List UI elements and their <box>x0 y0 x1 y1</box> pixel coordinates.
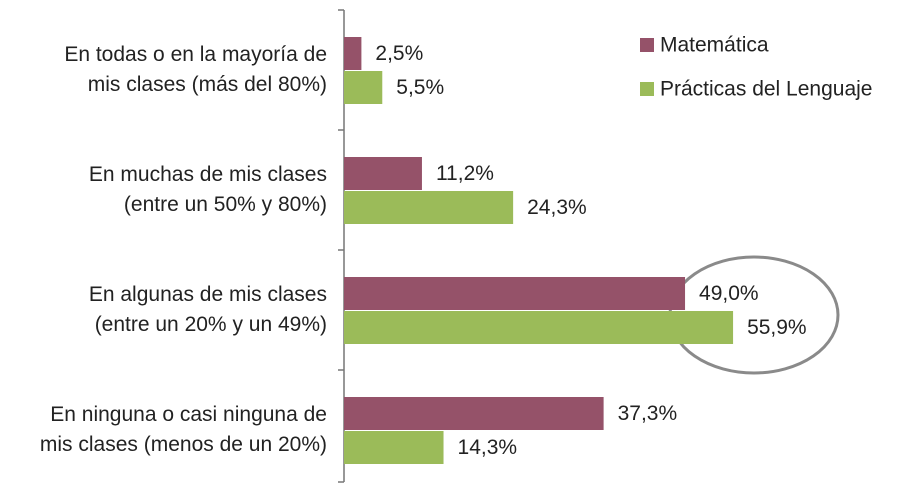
value-label: 49,0% <box>699 282 759 305</box>
value-label: 24,3% <box>527 196 587 219</box>
bar <box>344 431 444 464</box>
legend-label: Prácticas del Lenguaje <box>660 78 872 101</box>
category-label: En algunas de mis clases (entre un 20% y… <box>88 283 327 336</box>
category-label: En ninguna o casi ninguna de mis clases … <box>39 403 327 456</box>
bar <box>344 311 734 344</box>
bar <box>344 397 604 430</box>
bar <box>344 191 514 224</box>
category-label: En muchas de mis clases (entre un 50% y … <box>88 163 327 216</box>
value-label: 14,3% <box>458 436 518 459</box>
category-separators <box>338 9 344 483</box>
value-label: 55,9% <box>747 316 807 339</box>
value-label: 37,3% <box>618 402 678 425</box>
legend-swatch <box>640 82 654 96</box>
legend-label: Matemática <box>660 34 769 57</box>
bar <box>344 277 686 310</box>
legend-swatch <box>640 38 654 52</box>
bar <box>344 157 422 190</box>
value-label: 2,5% <box>375 42 423 65</box>
value-label: 11,2% <box>436 162 494 185</box>
bar <box>344 37 362 70</box>
bar <box>344 71 383 104</box>
category-label: En todas o en la mayoría de mis clases (… <box>64 43 327 96</box>
value-label: 5,5% <box>396 76 444 99</box>
